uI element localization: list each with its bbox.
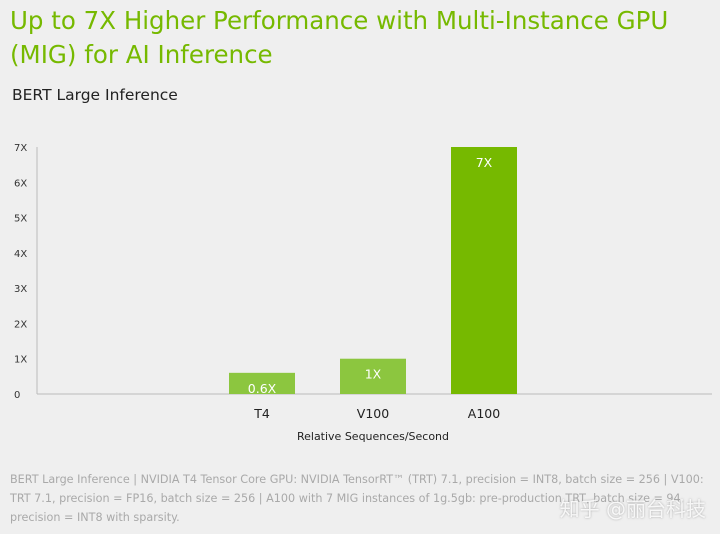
y-tick-label: 1X <box>14 355 27 366</box>
bar-value-label: 1X <box>365 367 382 382</box>
x-axis-title: Relative Sequences/Second <box>297 430 449 443</box>
bar-chart: 0 1X 2X 3X 4X 5X 6X 7X 0.6X 1X 7X T4 V100 A100 Rela… <box>14 143 712 443</box>
y-tick-label: 3X <box>14 284 27 295</box>
footnote: BERT Large Inference | NVIDIA T4 Tensor … <box>10 473 704 524</box>
y-tick-label: 0 <box>14 390 20 401</box>
y-tick-label: 4X <box>14 249 27 260</box>
chart-subtitle: BERT Large Inference <box>12 86 178 104</box>
x-tick-label: A100 <box>468 406 500 421</box>
y-tick-label: 6X <box>14 178 27 189</box>
y-tick-label: 5X <box>14 214 27 225</box>
y-tick-label: 7X <box>14 143 27 154</box>
bar-value-label: 7X <box>476 155 493 170</box>
watermark: 知乎 @丽台科技 <box>559 497 706 521</box>
bar-a100 <box>451 147 517 394</box>
y-tick-label: 2X <box>14 319 27 330</box>
x-tick-label: V100 <box>357 406 389 421</box>
bar-v100 <box>340 358 406 394</box>
bar-t4 <box>229 372 295 394</box>
x-tick-label: T4 <box>253 406 270 421</box>
page-title: Up to 7X Higher Performance with Multi-I… <box>10 6 669 69</box>
bar-value-label: 0.6X <box>248 381 277 396</box>
